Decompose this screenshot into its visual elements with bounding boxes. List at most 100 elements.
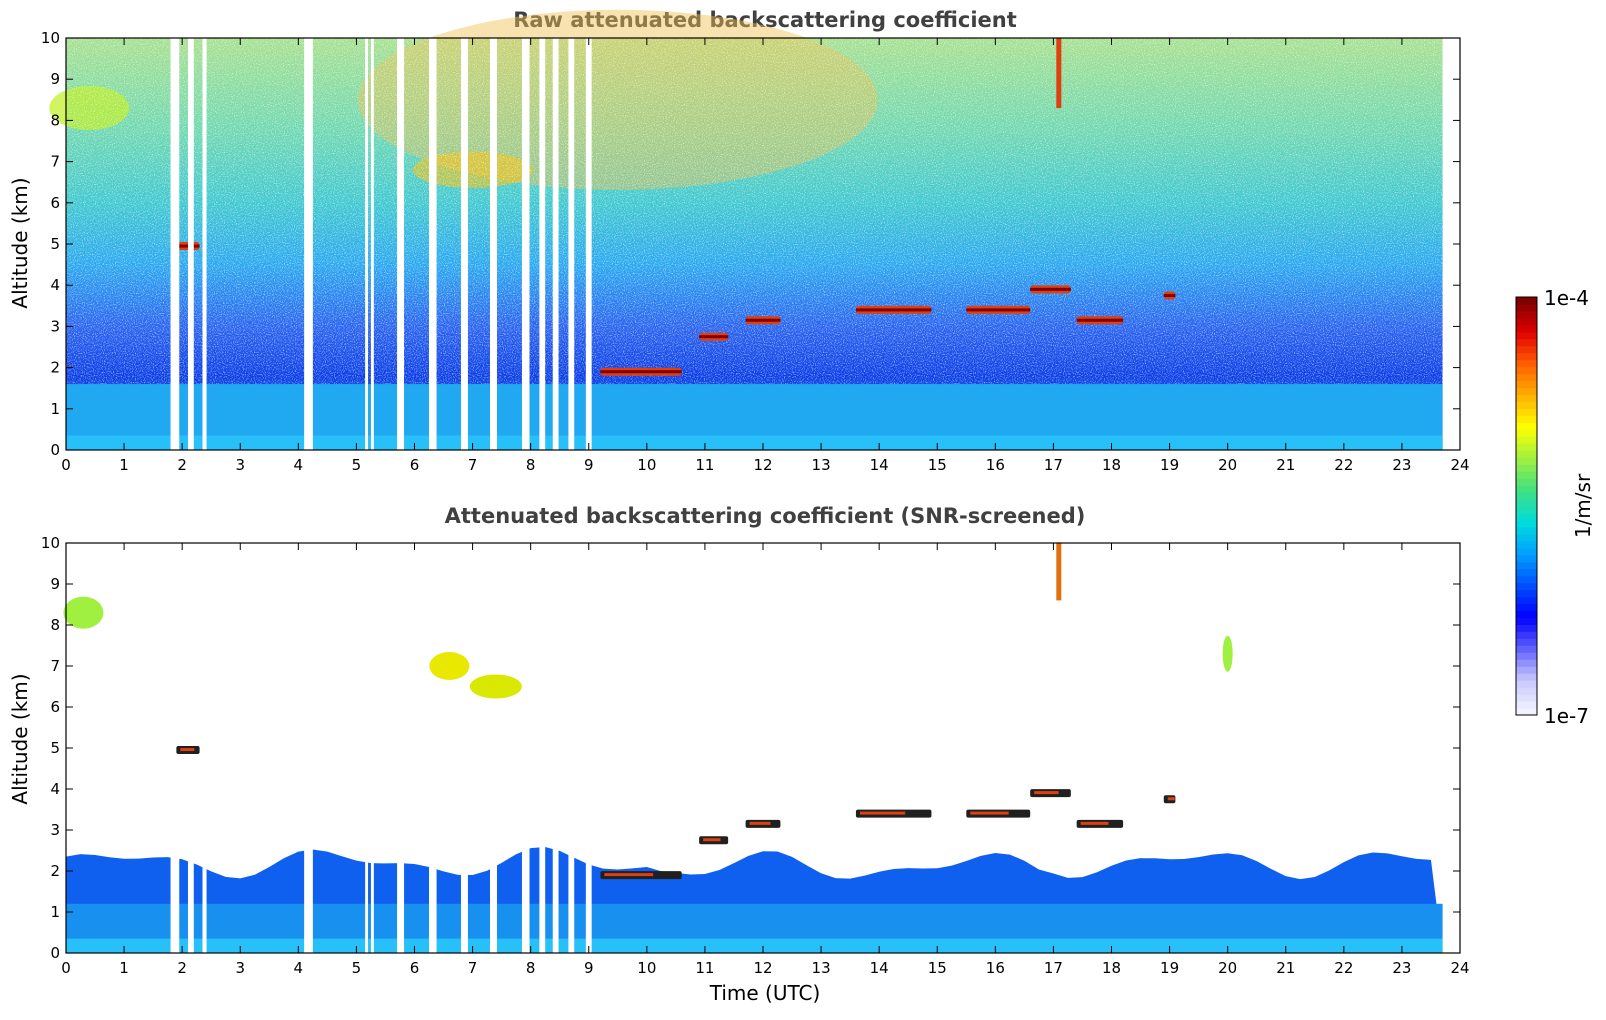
y-tick-label: 5 [50, 235, 60, 253]
x-tick-label: 9 [584, 959, 594, 977]
colorbar-band [1516, 589, 1537, 598]
colorbar-band [1516, 387, 1537, 396]
panel-raw: Raw attenuated backscattering coefficien… [8, 8, 1470, 474]
x-tick-label: 17 [1044, 456, 1063, 474]
x-tick-label: 15 [928, 456, 947, 474]
data-gap [490, 846, 497, 953]
x-tick-label: 5 [352, 456, 362, 474]
x-tick-label: 2 [177, 456, 187, 474]
data-gap [202, 846, 207, 953]
x-tick-label: 21 [1276, 456, 1295, 474]
x-tick-label: 24 [1450, 959, 1469, 977]
x-tick-label: 18 [1102, 456, 1121, 474]
data-gap [460, 846, 468, 953]
colorbar-band [1516, 317, 1537, 326]
colorbar: 1e-4 1e-7 1/m/sr [1515, 286, 1595, 728]
data-gap [429, 38, 437, 450]
cloud-core [1034, 791, 1059, 795]
x-tick-label: 10 [637, 959, 656, 977]
data-gap [521, 846, 530, 953]
aerosol-layer [429, 652, 470, 680]
surface-layer [66, 435, 1443, 450]
colorbar-band [1516, 680, 1537, 688]
colorbar-band [1516, 512, 1537, 521]
y-tick-label: 10 [41, 29, 60, 47]
x-tick-label: 16 [986, 959, 1005, 977]
data-gap [365, 846, 369, 953]
panel-screened-title: Attenuated backscattering coefficient (S… [445, 504, 1086, 528]
colorbar-band [1516, 331, 1537, 340]
data-gap [170, 846, 180, 953]
x-tick-label: 9 [584, 456, 594, 474]
colorbar-band [1516, 673, 1537, 681]
colorbar-band [1516, 596, 1537, 605]
x-tick-label: 22 [1334, 959, 1353, 977]
colorbar-band [1516, 638, 1537, 646]
data-gap [460, 38, 468, 450]
x-tick-label: 21 [1276, 959, 1295, 977]
y-tick-label: 4 [50, 276, 60, 294]
cloud-core [966, 308, 1031, 312]
colorbar-band [1516, 708, 1537, 716]
y-tick-label: 9 [50, 70, 60, 88]
colorbar-band [1516, 345, 1537, 354]
data-gap [397, 38, 405, 450]
x-tick-label: 16 [986, 456, 1005, 474]
panel-screened: Attenuated backscattering coefficient (S… [8, 504, 1470, 1005]
colorbar-unit-label: 1/m/sr [1571, 473, 1595, 538]
colorbar-band [1516, 506, 1537, 514]
colorbar-band [1516, 547, 1537, 556]
x-tick-label: 6 [410, 456, 420, 474]
data-gap [568, 38, 575, 450]
data-gap [539, 846, 546, 953]
colorbar-band [1516, 380, 1537, 389]
colorbar-band [1516, 575, 1537, 584]
panel-raw-ylabel: Altitude (km) [8, 177, 32, 308]
colorbar-band [1516, 324, 1537, 333]
colorbar-band [1516, 457, 1537, 465]
colorbar-band [1516, 297, 1537, 305]
data-gap [585, 38, 592, 450]
aerosol-layer [469, 674, 522, 699]
panel-raw-axes: 0 1 2 3 4 5 6 7 8 9 10 11 12 13 14 15 16 17 18 19 20 21 22 23 24… [41, 29, 1470, 474]
data-gap [490, 38, 497, 450]
x-tick-label: 14 [870, 456, 889, 474]
data-gap [370, 38, 374, 450]
cloud-core [970, 811, 1009, 815]
x-tick-label: 5 [352, 959, 362, 977]
colorbar-band [1516, 471, 1537, 479]
y-tick-label: 9 [50, 575, 60, 593]
colorbar-band [1516, 701, 1537, 709]
data-gap [187, 846, 194, 953]
panel-screened-ylabel: Altitude (km) [8, 673, 32, 804]
x-tick-label: 8 [526, 959, 536, 977]
colorbar-band [1516, 310, 1537, 319]
colorbar-band [1516, 652, 1537, 660]
colorbar-frame [1515, 296, 1538, 716]
colorbar-band [1516, 450, 1537, 458]
colorbar-band [1516, 610, 1537, 618]
x-tick-label: 11 [695, 456, 714, 474]
data-gap [304, 846, 313, 953]
colorbar-max-label: 1e-4 [1544, 286, 1589, 310]
y-tick-label: 0 [50, 441, 60, 459]
y-tick-label: 2 [50, 862, 60, 880]
data-gap [585, 846, 592, 953]
panel-screened-heatmap [63, 543, 1460, 953]
x-tick-label: 24 [1450, 456, 1469, 474]
x-tick-label: 6 [410, 959, 420, 977]
cloud-core [1080, 821, 1109, 825]
aerosol-layer [63, 596, 104, 629]
colorbar-band [1516, 415, 1537, 423]
y-tick-label: 7 [50, 153, 60, 171]
data-gap [397, 846, 405, 953]
colorbar-band [1516, 359, 1537, 368]
data-gap [552, 846, 559, 953]
colorbar-band [1516, 666, 1537, 674]
colorbar-band [1516, 338, 1537, 347]
panel-raw-heatmap [49, 9, 1443, 450]
x-tick-label: 23 [1392, 959, 1411, 977]
cloud-core [749, 821, 771, 825]
colorbar-band [1516, 526, 1537, 535]
